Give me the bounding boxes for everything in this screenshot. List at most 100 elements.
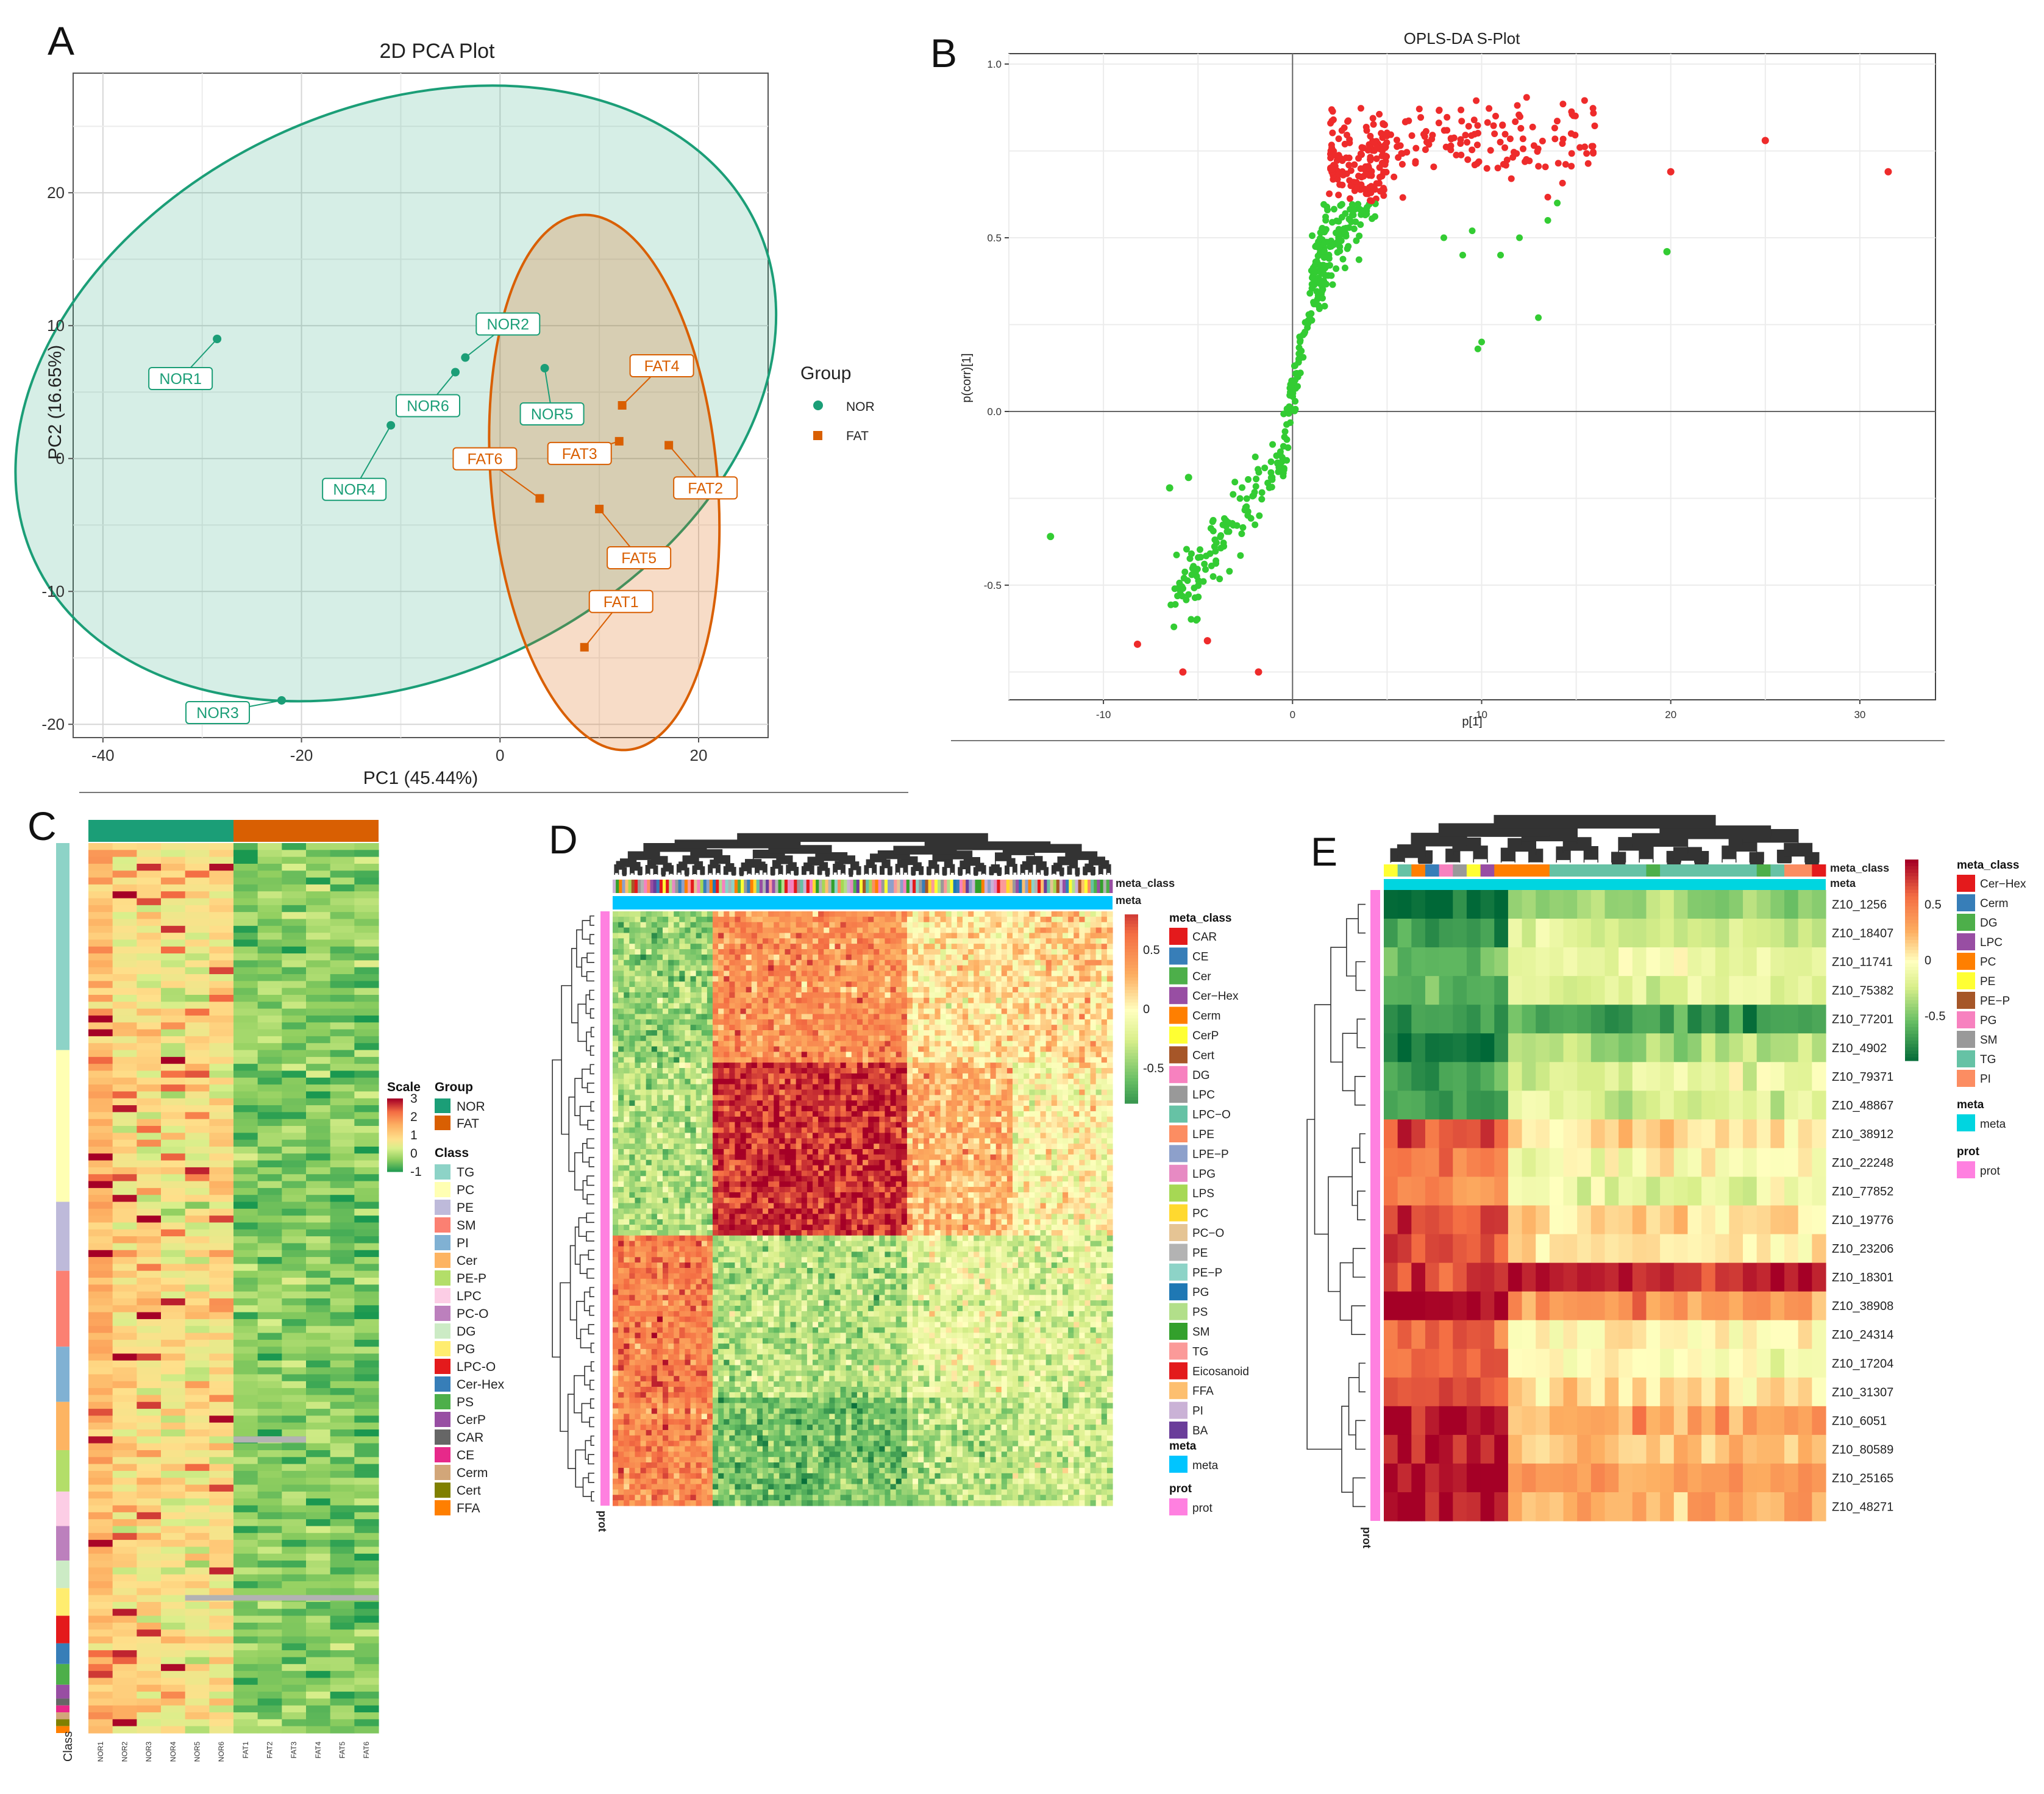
heatmap-cell: [137, 1388, 162, 1396]
heatmap-cell: [685, 954, 691, 961]
heatmap-cell: [330, 1077, 355, 1085]
heatmap-cell: [757, 965, 763, 972]
heatmap-cell: [890, 938, 897, 944]
heatmap-cell: [88, 1160, 113, 1168]
heatmap-cell: [354, 1326, 379, 1334]
heatmap-cell: [757, 949, 763, 955]
heatmap-cell: [282, 1208, 307, 1216]
heatmap-cell: [913, 965, 919, 972]
heatmap-cell: [846, 992, 852, 998]
heatmap-cell: [257, 1312, 282, 1320]
meta-class-annotation-cell: [631, 880, 635, 893]
heatmap-cell: [768, 922, 774, 928]
heatmap-cell: [209, 1270, 234, 1278]
heatmap-cell: [209, 1195, 234, 1203]
heatmap-cell: [185, 1422, 210, 1430]
heatmap-cell: [88, 1022, 113, 1030]
heatmap-cell: [112, 1064, 137, 1072]
heatmap-cell: [863, 938, 869, 944]
heatmap-cell: [112, 1650, 137, 1658]
heatmap-cell: [1090, 992, 1097, 998]
y-tick-label: 0: [56, 449, 65, 468]
heatmap-cell: [161, 1498, 186, 1506]
heatmap-cell: [1051, 992, 1058, 998]
meta-class-annotation-cell: [675, 880, 679, 893]
meta-class-annotation-cell: [778, 880, 782, 893]
heatmap-cell: [1074, 938, 1080, 944]
heatmap-cell: [330, 1153, 355, 1161]
heatmap-cell: [856, 970, 863, 977]
heatmap-cell: [257, 1222, 282, 1230]
column-label: FAT3: [290, 1742, 298, 1759]
heatmap-cell: [618, 922, 624, 928]
heatmap-cell: [779, 1003, 786, 1009]
heatmap-cell: [354, 1519, 379, 1527]
heatmap-cell: [161, 1222, 186, 1230]
heatmap-cell: [1024, 954, 1030, 961]
meta-class-annotation-cell: [931, 880, 935, 893]
heatmap-cell: [945, 944, 952, 950]
s-plot-point-significant: [1553, 118, 1561, 125]
heatmap-cell: [724, 1025, 730, 1031]
heatmap-cell: [646, 970, 652, 977]
heatmap-cell: [233, 939, 258, 947]
class-annotation-lpc-o: [56, 1615, 69, 1643]
heatmap-cell: [306, 1270, 331, 1278]
heatmap-cell: [330, 1319, 355, 1326]
heatmap-cell: [796, 987, 802, 993]
class-annotation-ce: [56, 1705, 69, 1713]
heatmap-cell: [185, 1547, 210, 1554]
heatmap-cell: [707, 1035, 713, 1042]
heatmap-cell: [707, 1014, 713, 1020]
heatmap-cell: [774, 1008, 780, 1015]
heatmap-cell: [985, 1030, 991, 1036]
heatmap-cell: [935, 976, 941, 982]
heatmap-cell: [674, 959, 680, 966]
heatmap-cell: [282, 1519, 307, 1527]
heatmap-cell: [646, 916, 652, 923]
heatmap-cell: [790, 916, 797, 923]
heatmap-cell: [354, 1581, 379, 1589]
heatmap-cell: [282, 1008, 307, 1016]
heatmap-cell: [88, 1298, 113, 1306]
meta-class-annotation-cell: [722, 880, 725, 893]
heatmap-cell: [330, 1498, 355, 1506]
dendrogram-branch: [588, 1454, 594, 1465]
heatmap-cell: [185, 1395, 210, 1403]
heatmap-cell: [185, 1312, 210, 1320]
s-plot-point-significant: [1436, 106, 1443, 113]
heatmap-cell: [646, 944, 652, 950]
heatmap-cell: [1001, 954, 1008, 961]
s-plot-point-significant: [1435, 119, 1442, 127]
heatmap-cell: [257, 1581, 282, 1589]
s-plot-point: [1269, 441, 1277, 448]
dendrogram-branch: [582, 1143, 589, 1163]
heatmap-cell: [785, 997, 791, 1004]
heatmap-cell: [354, 1609, 379, 1617]
heatmap-cell: [701, 1014, 708, 1020]
heatmap-cell: [88, 1519, 113, 1527]
heatmap-cell: [306, 1409, 331, 1416]
heatmap-cell: [161, 1139, 186, 1147]
heatmap-cell: [330, 1574, 355, 1582]
heatmap-cell: [1024, 981, 1030, 988]
column-label: NOR4: [169, 1742, 177, 1762]
heatmap-cell: [161, 1698, 186, 1706]
heatmap-cell: [940, 1035, 947, 1042]
heatmap-cell: [1095, 970, 1102, 977]
heatmap-cell: [807, 970, 813, 977]
heatmap-cell: [257, 1050, 282, 1058]
heatmap-cell: [924, 965, 930, 972]
s-plot-point-significant: [1429, 132, 1436, 139]
heatmap-cell: [354, 1126, 379, 1133]
heatmap-cell: [729, 1008, 736, 1015]
heatmap-cell: [968, 949, 974, 955]
heatmap-cell: [1106, 1025, 1113, 1031]
heatmap-cell: [354, 1601, 379, 1609]
heatmap-cell: [768, 1019, 774, 1025]
heatmap-cell: [137, 1643, 162, 1651]
heatmap-cell: [768, 1003, 774, 1009]
heatmap-cell: [137, 1195, 162, 1203]
heatmap-cell: [913, 1035, 919, 1042]
s-plot-point-significant: [1415, 105, 1423, 113]
